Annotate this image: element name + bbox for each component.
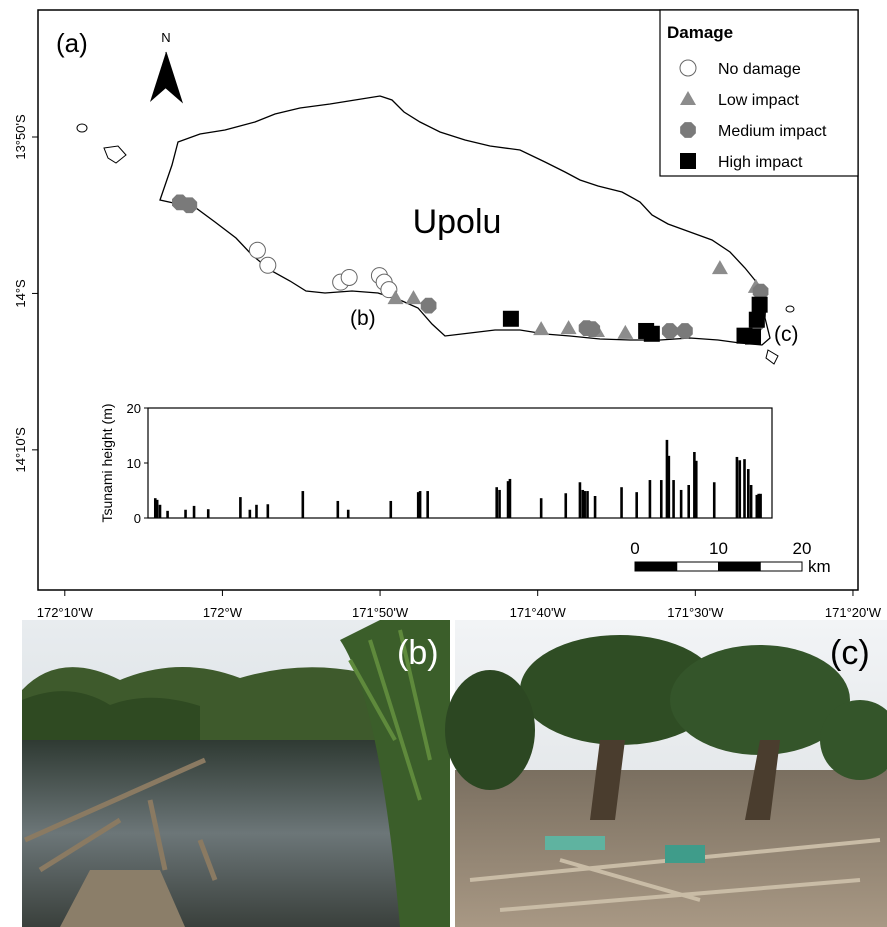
bar [347,510,350,518]
bar [687,485,690,518]
scale-unit: km [808,557,831,576]
bar [668,456,671,518]
legend-marker [680,60,696,76]
bar [594,496,597,518]
scale-segment [677,562,719,571]
bar [660,480,663,518]
marker [421,298,437,314]
y-tick-label: 0 [134,511,141,526]
bar [579,482,582,518]
bar [750,485,753,518]
x-tick-label: 171°30'W [667,605,724,620]
annotation: (b) [350,307,376,330]
bar [564,493,567,518]
bar [166,511,169,518]
bar [743,459,746,518]
bar [620,487,623,518]
bar [255,505,258,518]
scale-label: 0 [630,539,639,558]
photo-label: (c) [830,634,870,672]
y-tick-label: 20 [127,401,141,416]
photo-c [445,620,887,927]
bar [759,494,762,518]
bar [389,501,392,518]
bar [635,492,638,518]
marker [677,323,693,339]
photo-b [22,620,450,927]
marker [752,297,768,313]
marker [749,312,765,328]
y-tick-label: 14°10'S [13,427,28,473]
y-tick-label: 14°S [13,279,28,308]
scale-segment [635,562,677,571]
bar [207,509,210,518]
marker [662,323,678,339]
marker [341,269,357,285]
bar [680,490,683,518]
legend-label: Low impact [718,92,799,109]
bar [159,505,162,518]
bar [239,497,242,518]
bar [249,510,252,518]
y-axis-label: Tsunami height (m) [99,403,115,522]
scale-segment [719,562,761,571]
x-tick-label: 171°40'W [510,605,567,620]
bar [695,461,698,518]
bar [586,491,589,518]
bar [193,506,196,518]
marker [644,326,660,342]
x-tick-label: 172°10'W [37,605,94,620]
bar [302,491,305,518]
figure: N (a) Upolu (b) (c) Damage Tsunami heigh… [0,0,887,927]
bar [672,480,675,518]
x-tick-label: 171°50'W [352,605,409,620]
north-label: N [161,30,170,45]
bar [713,482,716,518]
y-tick-label: 10 [127,456,141,471]
bar [267,504,270,518]
bar [184,510,187,518]
panel-label: (a) [56,28,88,58]
bar [736,457,739,518]
y-tick-label: 13°50'S [13,114,28,160]
bar [495,487,498,518]
legend-label: No damage [718,61,801,78]
bar [156,500,159,518]
bar [337,501,340,518]
marker [249,242,265,258]
bar [419,491,422,518]
bar [426,491,429,518]
photo-label: (b) [397,634,439,672]
legend-marker [680,122,696,138]
marker [503,311,519,327]
scale-segment [760,562,802,571]
page: {"chart_data": [ {"type": "map", "panel_… [0,0,887,927]
marker [584,321,600,337]
x-tick-label: 171°20'W [825,605,882,620]
legend-label: High impact [718,154,803,171]
legend-marker [680,153,696,169]
marker [745,329,761,345]
bar [583,491,586,518]
bar [747,469,750,518]
legend-title: Damage [667,23,733,42]
annotation: (c) [774,323,799,346]
bar [540,498,543,518]
bar [509,479,512,518]
bar [738,460,741,518]
x-tick-label: 172°W [203,605,243,620]
marker [181,197,197,213]
legend-label: Medium impact [718,123,827,140]
scale-label: 20 [793,539,812,558]
marker [260,257,276,273]
place-label: Upolu [413,203,502,241]
scale-label: 10 [709,539,728,558]
bar [649,480,652,518]
bar [498,490,501,518]
